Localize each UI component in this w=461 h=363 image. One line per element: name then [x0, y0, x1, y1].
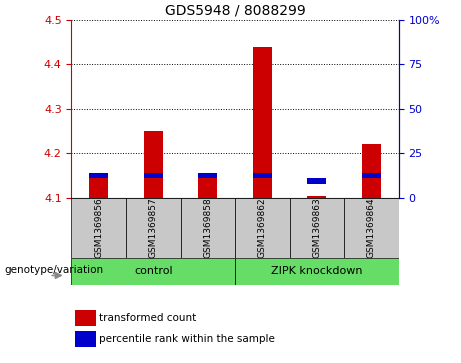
- Bar: [344, 198, 399, 258]
- Text: transformed count: transformed count: [99, 313, 196, 323]
- Bar: [307, 196, 326, 198]
- Bar: [198, 176, 218, 198]
- Bar: [144, 131, 163, 198]
- Text: control: control: [134, 266, 172, 276]
- Bar: [89, 176, 108, 198]
- Bar: [75, 331, 95, 347]
- Text: percentile rank within the sample: percentile rank within the sample: [99, 334, 275, 344]
- Bar: [362, 144, 381, 198]
- Bar: [253, 174, 272, 178]
- Bar: [71, 258, 235, 285]
- Bar: [75, 310, 95, 326]
- Text: GSM1369863: GSM1369863: [313, 197, 321, 258]
- Text: GSM1369858: GSM1369858: [203, 197, 213, 258]
- Bar: [89, 174, 108, 178]
- Text: GSM1369856: GSM1369856: [94, 197, 103, 258]
- Text: genotype/variation: genotype/variation: [5, 265, 104, 275]
- Bar: [307, 178, 326, 184]
- Text: GSM1369857: GSM1369857: [149, 197, 158, 258]
- Text: GSM1369864: GSM1369864: [367, 197, 376, 258]
- Text: ZIPK knockdown: ZIPK knockdown: [271, 266, 363, 276]
- Bar: [126, 198, 181, 258]
- Bar: [181, 198, 235, 258]
- Bar: [253, 46, 272, 198]
- Bar: [362, 174, 381, 178]
- Bar: [290, 198, 344, 258]
- Bar: [71, 198, 126, 258]
- Text: GSM1369862: GSM1369862: [258, 197, 267, 258]
- Bar: [144, 174, 163, 178]
- Title: GDS5948 / 8088299: GDS5948 / 8088299: [165, 3, 306, 17]
- Bar: [198, 174, 218, 178]
- Bar: [235, 258, 399, 285]
- Bar: [235, 198, 290, 258]
